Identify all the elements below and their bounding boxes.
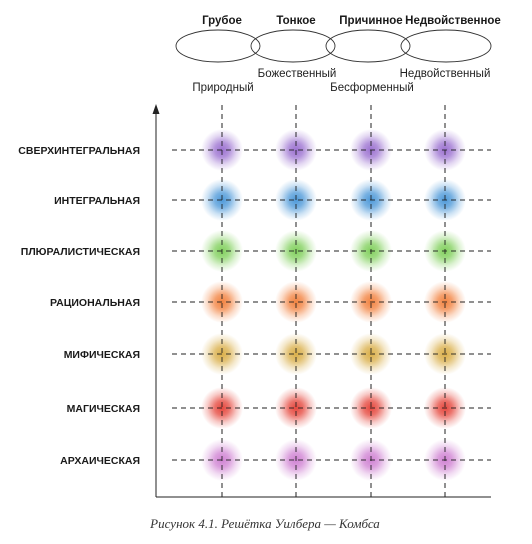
state-column-lines <box>221 105 446 497</box>
lattice-dots <box>201 129 466 481</box>
level-label-4: МИФИЧЕСКАЯ <box>64 349 140 361</box>
vertical-axis-arrowhead <box>152 104 160 114</box>
level-label-5: МАГИЧЕСКАЯ <box>67 403 140 415</box>
body-labels: Природный Божественный Бесформенный Недв… <box>192 68 490 94</box>
state-ellipse-nondual <box>400 29 492 63</box>
level-labels: СВЕРХИНТЕГРАЛЬНАЯ ИНТЕГРАЛЬНАЯ ПЛЮРАЛИСТИЧ… <box>18 145 140 467</box>
state-ellipse-gross <box>175 29 261 63</box>
lattice-dot-r3-c1 <box>275 281 317 323</box>
level-label-0: СВЕРХИНТЕГРАЛЬНАЯ <box>18 145 140 157</box>
state-label-subtle: Тонкое <box>276 15 315 27</box>
figure-caption: Рисунок 4.1. Решётка Уилбера — Комбса <box>149 516 380 531</box>
state-ellipse-subtle <box>250 29 336 63</box>
state-label-causal: Причинное <box>339 15 402 27</box>
grid-overlay <box>172 105 491 497</box>
body-label-formless: Бесформенный <box>330 82 414 94</box>
states-ellipses <box>175 29 492 63</box>
lattice-dot-r5-c1 <box>275 387 317 429</box>
state-ellipse-causal <box>325 29 411 63</box>
level-label-6: АРХАИЧЕСКАЯ <box>60 455 140 467</box>
level-label-3: РАЦИОНАЛЬНАЯ <box>50 297 140 309</box>
lattice-dot-r4-c1 <box>275 333 317 375</box>
level-label-2: ПЛЮРАЛИСТИЧЕСКАЯ <box>21 246 140 258</box>
state-labels: Грубое Тонкое Причинное Недвойственное <box>202 15 501 27</box>
body-label-nondual: Недвойственный <box>400 68 491 80</box>
body-label-natural: Природный <box>192 82 253 94</box>
state-label-gross: Грубое <box>202 15 242 27</box>
state-label-nondual: Недвойственное <box>405 15 501 27</box>
body-label-divine: Божественный <box>258 68 337 80</box>
lattice-axes <box>152 104 491 498</box>
level-label-1: ИНТЕГРАЛЬНАЯ <box>54 195 140 207</box>
